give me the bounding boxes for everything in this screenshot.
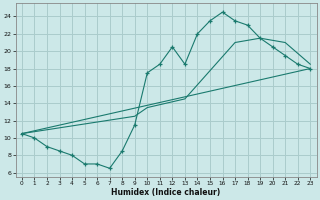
X-axis label: Humidex (Indice chaleur): Humidex (Indice chaleur) — [111, 188, 221, 197]
